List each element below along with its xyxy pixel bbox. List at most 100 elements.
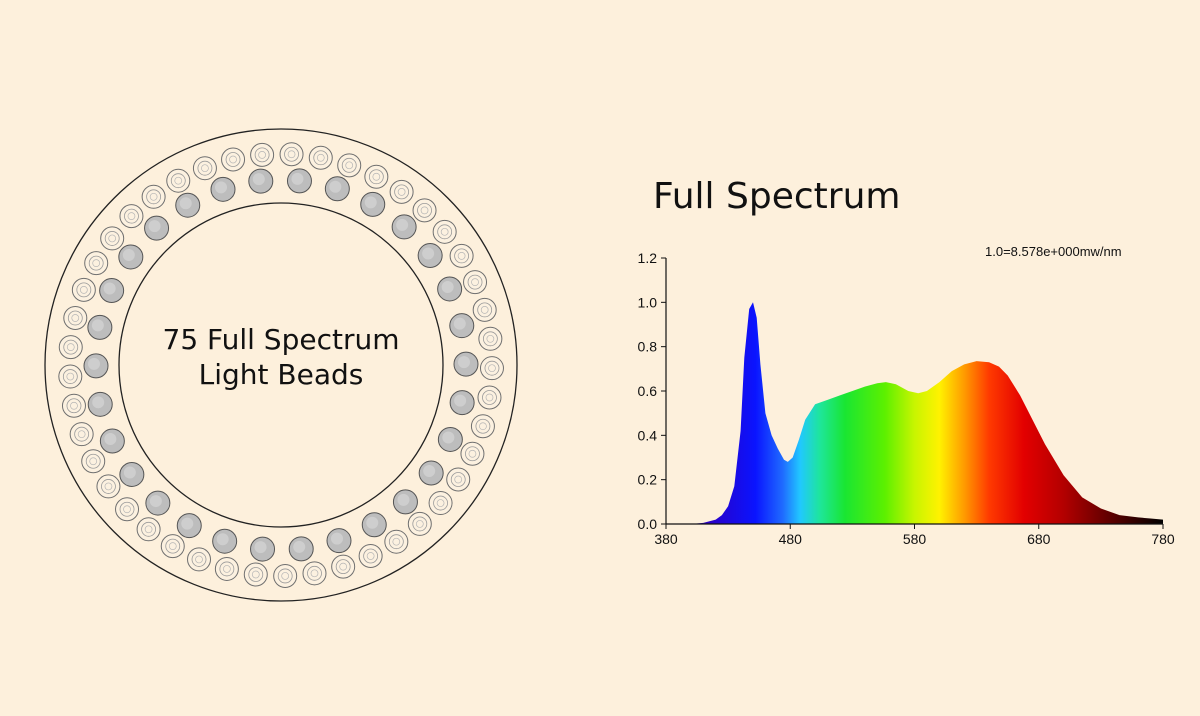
outer-bead <box>358 544 383 569</box>
outer-bead <box>69 422 94 447</box>
inner-bead <box>418 460 444 486</box>
y-tick-label: 0.0 <box>638 516 658 532</box>
inner-bead <box>176 513 202 539</box>
outer-bead <box>71 277 96 302</box>
outer-bead <box>119 204 144 229</box>
inner-bead <box>118 244 144 270</box>
inner-bead <box>99 428 125 454</box>
inner-bead <box>360 191 386 217</box>
outer-bead <box>302 561 327 586</box>
inner-bead <box>248 168 274 194</box>
inner-bead <box>288 536 314 562</box>
inner-bead <box>417 243 443 269</box>
inner-bead <box>212 528 238 554</box>
outer-bead <box>273 563 298 588</box>
outer-bead <box>96 474 121 499</box>
outer-bead <box>279 142 304 167</box>
inner-bead <box>87 314 113 340</box>
x-tick-label: 480 <box>779 531 803 547</box>
outer-bead <box>478 326 503 351</box>
inner-ring-circle <box>118 202 444 528</box>
x-tick-labels: 380 480 580 680 780 <box>654 524 1175 547</box>
outer-bead <box>166 168 191 193</box>
outer-bead <box>192 156 217 181</box>
outer-bead <box>100 226 125 251</box>
outer-bead <box>58 335 83 360</box>
inner-bead <box>392 489 418 515</box>
inner-bead <box>175 192 201 218</box>
x-tick-label: 780 <box>1151 531 1175 547</box>
y-tick-label: 1.2 <box>638 250 658 266</box>
inner-bead <box>449 313 475 339</box>
outer-bead <box>428 491 453 516</box>
outer-bead <box>331 554 356 579</box>
y-tick-labels: 0.0 0.2 0.4 0.6 0.8 1.0 1.2 <box>638 250 666 532</box>
inner-bead <box>449 390 475 416</box>
inner-bead <box>286 168 312 194</box>
ring-diagram <box>44 128 518 602</box>
outer-bead <box>250 142 275 167</box>
outer-bead <box>81 449 106 474</box>
outer-bead <box>136 517 161 542</box>
y-tick-label: 0.2 <box>638 472 658 488</box>
ring-label: 75 Full Spectrum Light Beads <box>122 322 440 392</box>
inner-bead <box>119 461 145 487</box>
outer-bead <box>412 198 437 223</box>
outer-bead <box>308 145 333 170</box>
spectrum-area <box>666 302 1163 524</box>
ring-label-line2: Light Beads <box>198 358 364 391</box>
chart-title: Full Spectrum <box>653 176 901 217</box>
y-tick-label: 1.0 <box>638 294 658 310</box>
outer-bead <box>337 153 362 178</box>
outer-bead <box>84 251 109 276</box>
chart-annotation: 1.0=8.578e+000mw/nm <box>985 244 1122 259</box>
outer-bead <box>460 441 485 466</box>
outer-bead <box>141 184 166 209</box>
outer-bead <box>61 393 86 418</box>
inner-bead <box>83 353 109 379</box>
inner-bead <box>437 276 463 302</box>
y-tick-label: 0.8 <box>638 339 658 355</box>
outer-bead <box>384 529 409 554</box>
inner-bead <box>250 536 276 562</box>
y-tick-label: 0.6 <box>638 383 658 399</box>
outer-bead <box>160 534 185 559</box>
beads-group <box>58 142 504 588</box>
outer-bead <box>58 364 83 389</box>
y-tick-label: 0.4 <box>638 427 658 443</box>
outer-bead <box>470 414 495 439</box>
inner-bead <box>210 176 236 202</box>
outer-bead <box>187 547 212 572</box>
inner-bead <box>437 426 463 452</box>
outer-bead <box>472 297 497 322</box>
outer-bead <box>463 270 488 295</box>
outer-bead <box>479 356 504 381</box>
spectrum-chart: 0.0 0.2 0.4 0.6 0.8 1.0 1.2 380 480 580 680 780 <box>638 250 1175 547</box>
x-tick-label: 380 <box>654 531 678 547</box>
outer-bead <box>63 306 88 331</box>
inner-bead <box>87 391 113 417</box>
x-tick-label: 680 <box>1027 531 1051 547</box>
outer-bead <box>449 243 474 268</box>
inner-bead <box>99 278 125 304</box>
ring-label-line1: 75 Full Spectrum <box>162 323 400 356</box>
light-bead-ring: 75 Full Spectrum Light Beads <box>44 128 518 602</box>
outer-bead <box>446 467 471 492</box>
outer-ring-circle <box>44 128 518 602</box>
outer-bead <box>364 164 389 189</box>
inner-bead <box>145 490 171 516</box>
x-tick-label: 580 <box>903 531 927 547</box>
outer-bead <box>243 562 268 587</box>
outer-bead <box>221 147 246 172</box>
outer-bead <box>214 556 239 581</box>
outer-bead <box>115 497 140 522</box>
inner-bead <box>391 214 417 240</box>
inner-bead <box>144 215 170 241</box>
outer-bead <box>389 179 414 204</box>
inner-bead <box>361 512 387 538</box>
inner-bead <box>453 351 479 377</box>
outer-bead <box>432 219 457 244</box>
outer-bead <box>477 385 502 410</box>
outer-bead <box>407 511 432 536</box>
inner-bead <box>326 528 352 554</box>
